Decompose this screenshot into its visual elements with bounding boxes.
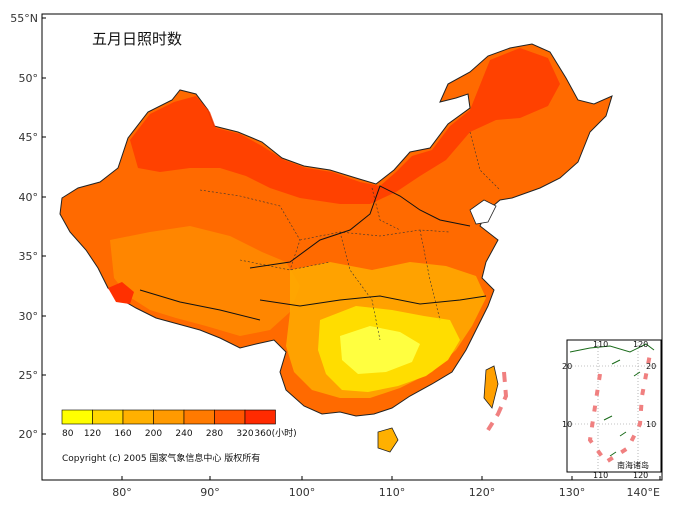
lon-label: 80° bbox=[112, 486, 132, 499]
high-sunshine-zone bbox=[130, 48, 560, 204]
legend-swatch bbox=[183, 409, 215, 425]
legend-label: 160 bbox=[114, 429, 131, 439]
inset-map: 110 120 110 120 20 10 20 10 南海诸岛 bbox=[562, 339, 662, 480]
legend-label: 280 bbox=[206, 429, 223, 439]
legend-swatch bbox=[244, 409, 276, 425]
inset-top-label-1: 120 bbox=[633, 340, 648, 349]
legend-swatch bbox=[61, 409, 93, 425]
legend-label: 360(小时) bbox=[254, 427, 296, 439]
lat-label: 30° bbox=[19, 310, 39, 323]
inset-bottom-label-0: 110 bbox=[593, 471, 608, 480]
southwest-pocket bbox=[108, 282, 134, 304]
legend-label: 120 bbox=[84, 429, 101, 439]
inset-left-label-0: 20 bbox=[562, 362, 572, 371]
inset-bottom-label-1: 120 bbox=[633, 471, 648, 480]
province-borders bbox=[199, 131, 501, 341]
lon-label: 130° bbox=[559, 486, 586, 499]
latitude-labels: 55°N 50° 45° 40° 35° 30° 25° 20° bbox=[10, 12, 46, 441]
lon-label: 100° bbox=[289, 486, 316, 499]
rivers bbox=[139, 185, 487, 321]
legend-label: 80 bbox=[62, 429, 74, 439]
lon-label: 120° bbox=[469, 486, 496, 499]
lon-label: 110° bbox=[379, 486, 406, 499]
inset-frame bbox=[566, 339, 662, 473]
hainan-island bbox=[377, 427, 399, 453]
legend-swatch bbox=[153, 409, 185, 425]
lon-label: 90° bbox=[200, 486, 220, 499]
legend: 80 120 160 200 240 280 320 360(小时) bbox=[61, 409, 297, 439]
inset-right-label-0: 20 bbox=[646, 362, 656, 371]
legend-swatch bbox=[92, 409, 124, 425]
longitude-labels: 80° 90° 100° 110° 120° 130° 140°E bbox=[112, 476, 661, 499]
taiwan-island bbox=[483, 365, 499, 409]
legend-label: 200 bbox=[145, 429, 162, 439]
legend-label: 240 bbox=[175, 429, 192, 439]
bohai-bay bbox=[469, 199, 497, 225]
inset-top-label-0: 110 bbox=[593, 340, 608, 349]
moderate-zone bbox=[110, 226, 300, 336]
legend-swatch bbox=[122, 409, 154, 425]
lat-label: 50° bbox=[19, 72, 39, 85]
inset-label: 南海诸岛 bbox=[617, 460, 649, 470]
lat-label: 25° bbox=[19, 369, 39, 382]
lowest-sunshine-zone bbox=[340, 326, 420, 374]
inset-grid bbox=[569, 342, 659, 470]
inset-dashed-line bbox=[587, 353, 652, 465]
lat-label: 40° bbox=[19, 191, 39, 204]
legend-swatch bbox=[214, 409, 246, 425]
lon-label: 140°E bbox=[627, 486, 660, 499]
lat-label: 20° bbox=[19, 428, 39, 441]
lat-label: 45° bbox=[19, 131, 39, 144]
inset-left-label-1: 10 bbox=[562, 420, 572, 429]
inset-right-label-1: 10 bbox=[646, 420, 656, 429]
inset-coast bbox=[569, 343, 655, 457]
copyright-text: Copyright (c) 2005 国家气象信息中心 版权所有 bbox=[62, 452, 260, 464]
lat-label: 55°N bbox=[10, 12, 38, 25]
map-title: 五月日照时数 bbox=[92, 30, 182, 48]
lat-label: 35° bbox=[19, 250, 39, 263]
legend-label: 320 bbox=[236, 429, 253, 439]
